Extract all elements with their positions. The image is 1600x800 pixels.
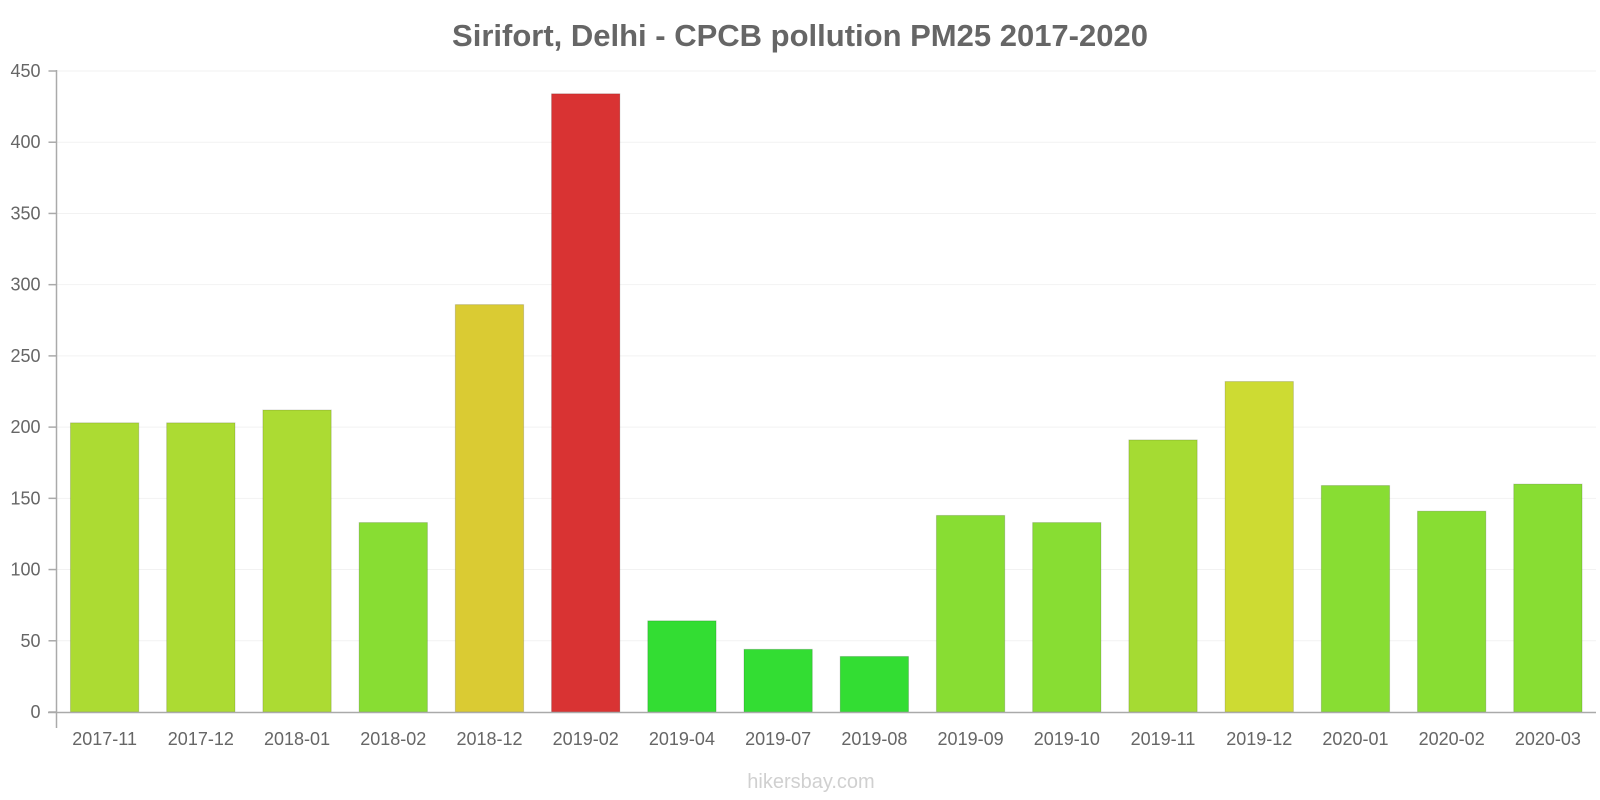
bar-2020-01[interactable] xyxy=(1320,485,1391,713)
x-tick-label: 2019-02 xyxy=(553,729,619,749)
x-tick-label: 2019-10 xyxy=(1034,729,1100,749)
y-tick-label: 200 xyxy=(10,417,40,437)
bar-2019-04[interactable] xyxy=(647,620,717,713)
x-tick-label: 2019-12 xyxy=(1226,729,1292,749)
x-tick-label: 2019-07 xyxy=(745,729,811,749)
y-tick-label: 450 xyxy=(10,61,40,81)
bar-2019-10[interactable] xyxy=(1032,522,1102,713)
x-tick-label: 2018-02 xyxy=(360,729,426,749)
bar-2018-01[interactable] xyxy=(262,409,332,713)
bar-2020-02[interactable] xyxy=(1417,510,1487,713)
bar-2019-12[interactable] xyxy=(1224,381,1294,713)
x-tick-label: 2020-01 xyxy=(1322,729,1388,749)
x-tick-label: 2020-02 xyxy=(1419,729,1485,749)
bar-2017-11[interactable] xyxy=(69,422,140,713)
bar-2018-12[interactable] xyxy=(454,304,525,713)
y-axis-ticks: 0 50 100 150 200 250 300 350 400 450 xyxy=(10,61,57,722)
x-tick-label: 2019-08 xyxy=(841,729,907,749)
x-tick-label: 2020-03 xyxy=(1515,729,1581,749)
watermark: hikersbay.com xyxy=(747,771,874,793)
x-tick-label: 2019-11 xyxy=(1131,729,1196,749)
y-tick-label: 0 xyxy=(30,702,40,722)
x-tick-label: 2018-01 xyxy=(264,729,330,749)
y-tick-label: 150 xyxy=(10,488,40,508)
bar-2018-02[interactable] xyxy=(358,522,428,713)
x-axis-ticks: 2017-11 2017-12 2018-01 2018-02 2018-12 2019-… xyxy=(72,729,1581,749)
x-tick-label: 2018-12 xyxy=(456,729,522,749)
y-tick-label: 50 xyxy=(20,631,40,651)
y-tick-label: 300 xyxy=(10,275,40,295)
chart-title: Sirifort, Delhi - CPCB pollution PM25 20… xyxy=(452,18,1148,53)
x-tick-label: 2019-09 xyxy=(938,729,1004,749)
x-tick-label: 2019-04 xyxy=(649,729,715,749)
bar-2019-09[interactable] xyxy=(935,514,1006,713)
bar-2019-02[interactable] xyxy=(551,93,621,713)
y-tick-label: 350 xyxy=(10,203,40,223)
bar-2019-07[interactable] xyxy=(743,648,813,713)
bars xyxy=(69,93,1583,713)
bar-2017-12[interactable] xyxy=(166,422,236,713)
x-tick-label: 2017-12 xyxy=(168,729,234,749)
bar-2019-11[interactable] xyxy=(1128,439,1198,713)
y-tick-label: 250 xyxy=(10,346,40,366)
bar-2019-08[interactable] xyxy=(839,655,910,713)
y-tick-label: 400 xyxy=(10,132,40,152)
bar-2020-03[interactable] xyxy=(1513,483,1583,713)
x-tick-label: 2017-11 xyxy=(72,729,137,749)
y-tick-label: 100 xyxy=(10,560,40,580)
